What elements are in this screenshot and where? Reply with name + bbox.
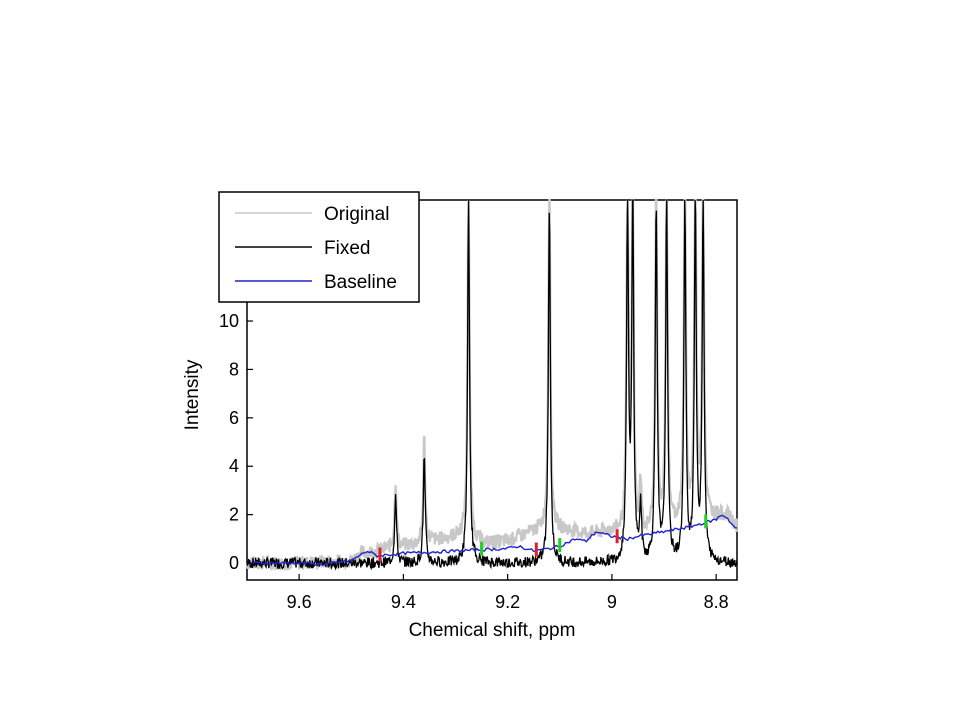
legend-label-original: Original xyxy=(324,204,389,225)
x-tick-label: 9 xyxy=(607,592,617,612)
x-tick-label: 9.2 xyxy=(495,592,520,612)
markers-layer xyxy=(378,514,708,562)
plot-frame xyxy=(246,199,738,581)
y-tick-label: 2 xyxy=(229,505,239,525)
legend: Original Fixed Baseline xyxy=(218,191,420,303)
series-fixed-line xyxy=(246,199,738,571)
x-tick-label: 9.6 xyxy=(287,592,312,612)
y-tick-label: 4 xyxy=(229,456,239,476)
x-tick-label: 8.8 xyxy=(704,592,729,612)
y-tick-label: 10 xyxy=(219,311,239,331)
legend-label-fixed: Fixed xyxy=(324,238,370,259)
series-layer xyxy=(245,198,739,571)
ticks-layer: 9.6 9.4 9.2 9 8.8 0 2 4 6 8 10 xyxy=(219,311,729,612)
x-axis-label: Chemical shift, ppm xyxy=(409,620,576,641)
y-axis-label: Intensity xyxy=(182,359,203,430)
x-tick-label: 9.4 xyxy=(391,592,416,612)
series-baseline-line xyxy=(246,514,738,566)
y-tick-label: 8 xyxy=(229,359,239,379)
y-tick-label: 6 xyxy=(229,408,239,428)
legend-label-baseline: Baseline xyxy=(324,272,397,293)
y-tick-label: 0 xyxy=(229,553,239,573)
